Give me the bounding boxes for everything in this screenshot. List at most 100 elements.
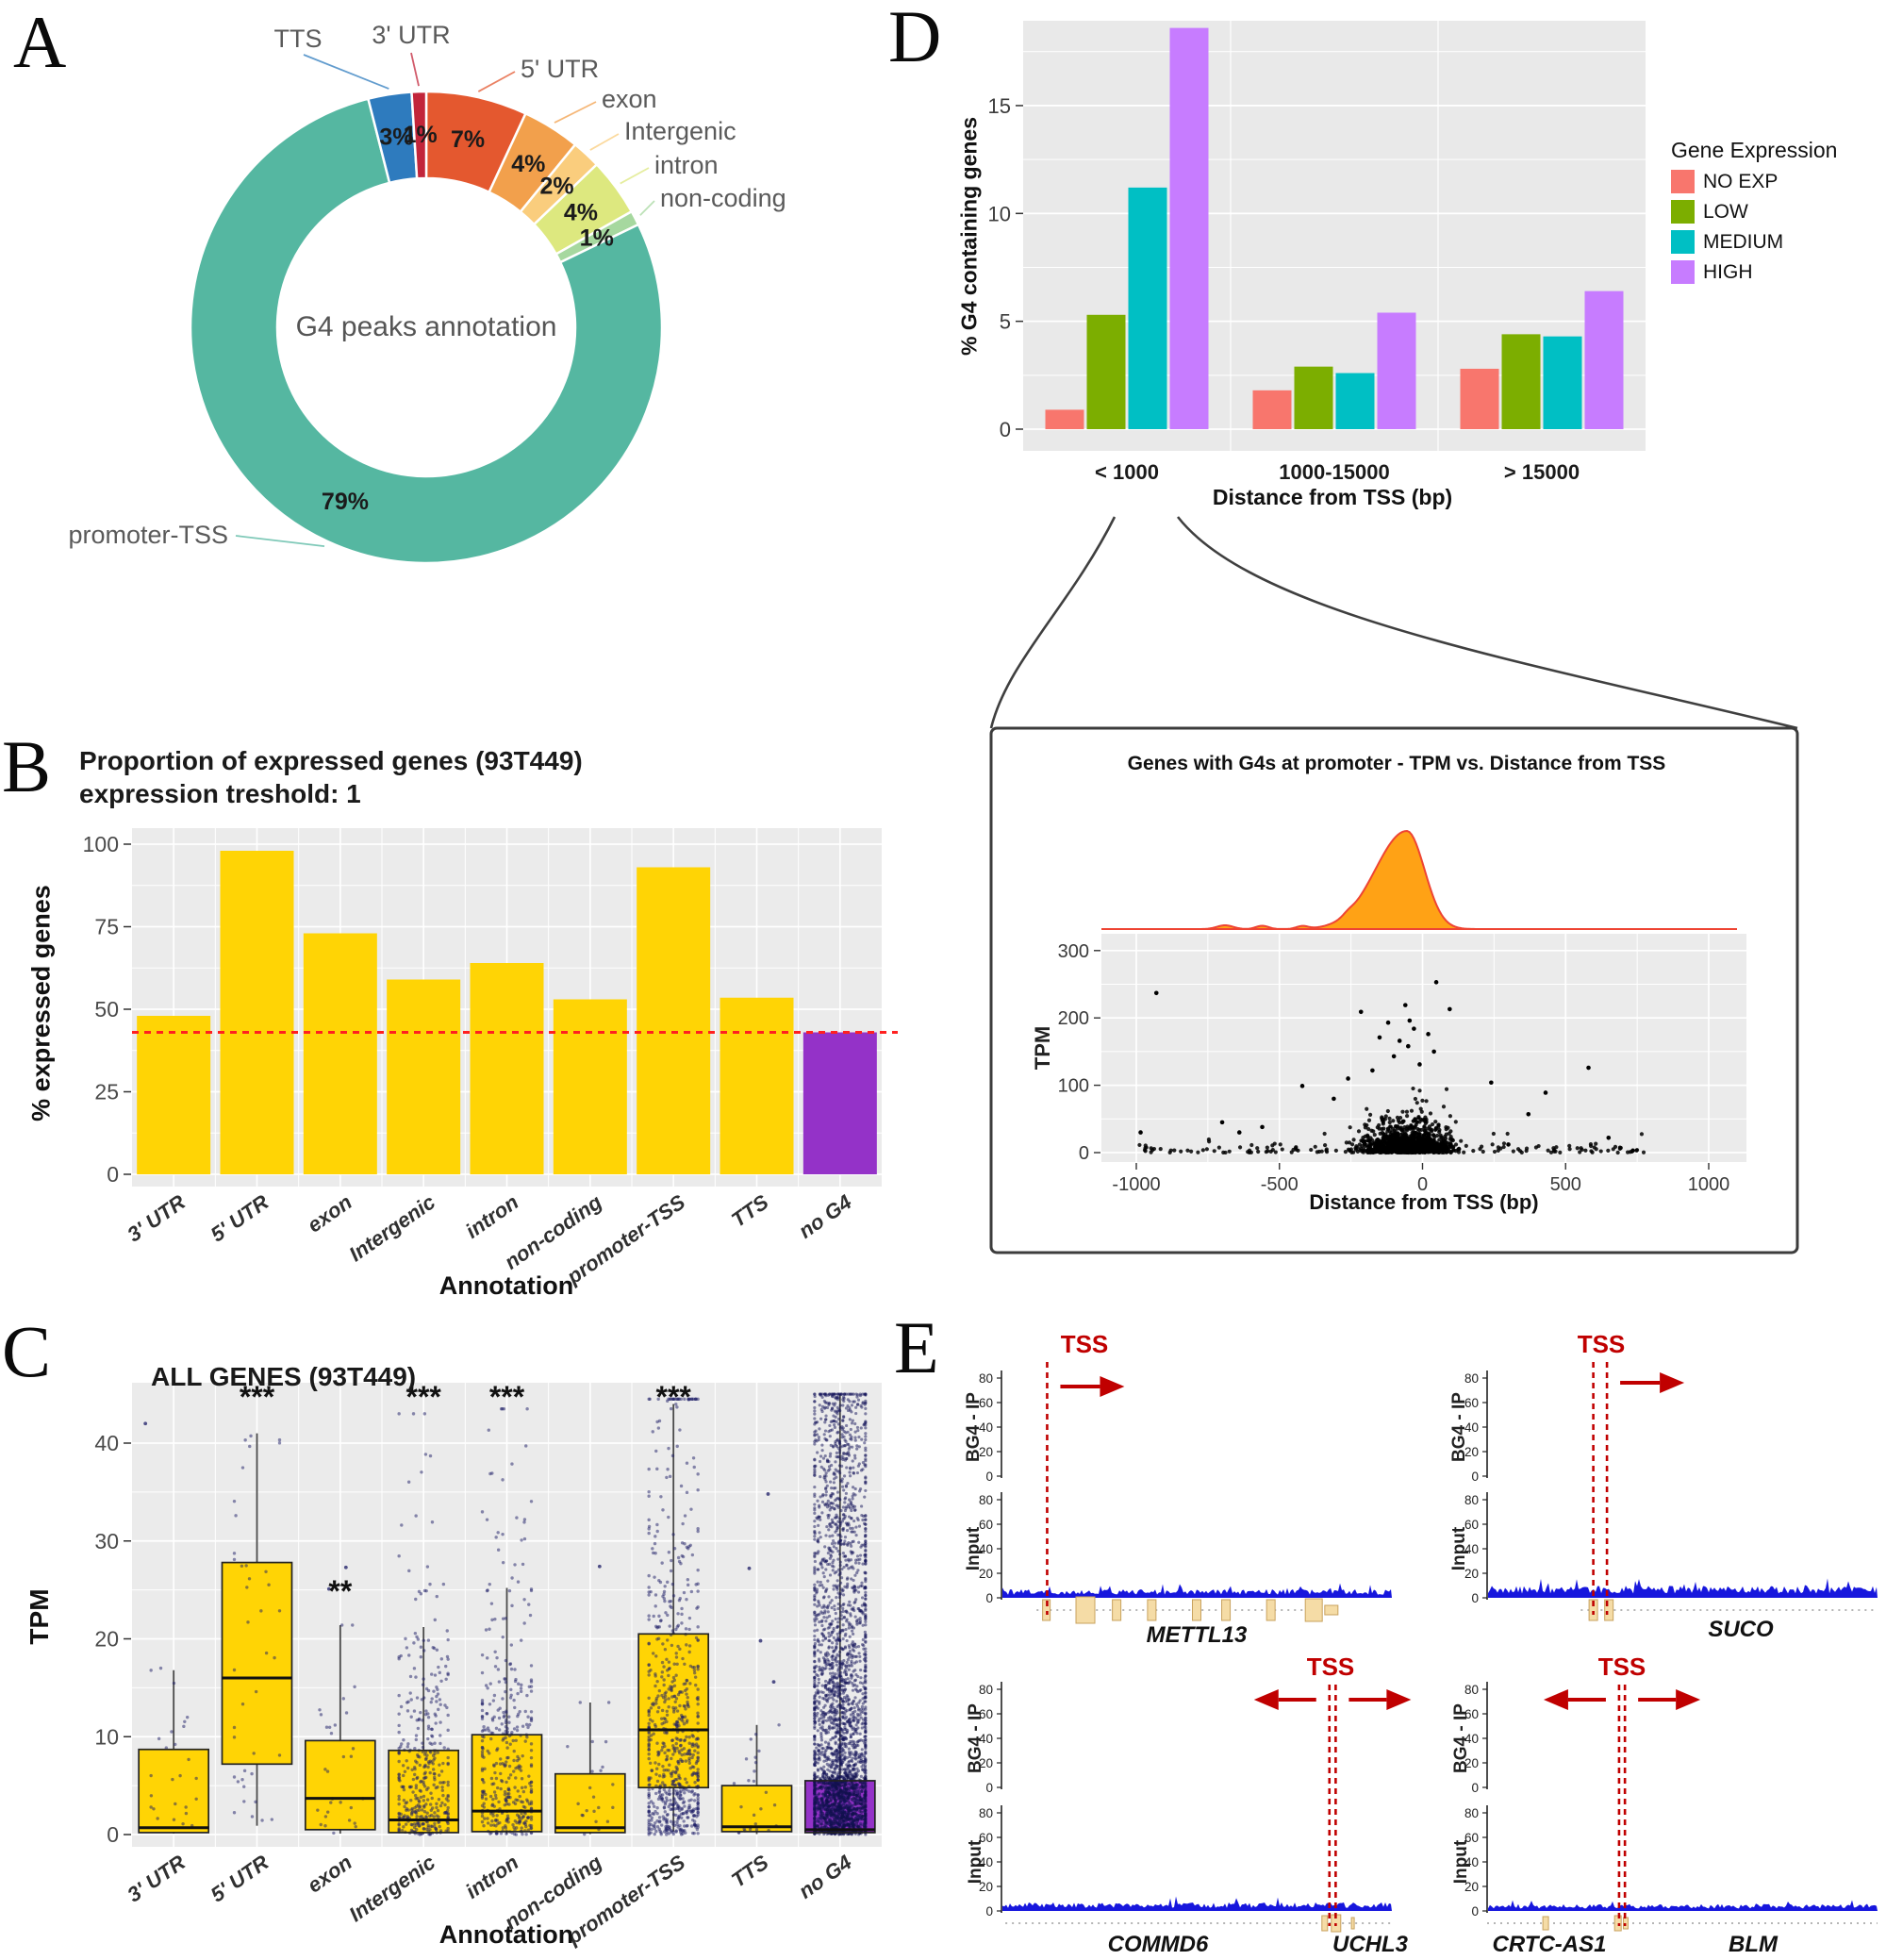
box-outline: [138, 1748, 210, 1834]
svg-text:75: 75: [94, 915, 119, 939]
svg-text:3' UTR: 3' UTR: [372, 21, 450, 49]
box-outline: [221, 1561, 293, 1766]
legend-swatch-high: [1671, 260, 1695, 284]
notable-point: [1606, 1135, 1612, 1140]
tss-marker: [1543, 1685, 1701, 1926]
bar-LOW-< 1000: [1086, 314, 1126, 429]
gene-exon: [1147, 1599, 1157, 1621]
scatter-ylabel: TPM: [1031, 1025, 1054, 1071]
donut-leader-line: [554, 101, 597, 124]
tss-label-suco: TSS: [1577, 1330, 1626, 1358]
box-group-TTS: [720, 1492, 793, 1835]
notable-point: [1426, 1032, 1431, 1037]
gene-label-mettl13: METTL13: [1146, 1622, 1248, 1648]
panel-d-background: [1023, 21, 1646, 451]
svg-text:***: ***: [405, 1380, 441, 1414]
box-fill: [305, 1740, 375, 1830]
outlier-point: [747, 1566, 752, 1570]
svg-text:100: 100: [83, 832, 119, 856]
gene-exon: [1042, 1599, 1051, 1621]
tss-marker: [1592, 1362, 1685, 1615]
outlier-point: [143, 1421, 148, 1426]
legend-label-high: HIGH: [1703, 260, 1753, 283]
box-group-intron: [471, 1406, 543, 1836]
track4-input-label: Input: [1451, 1839, 1471, 1885]
notable-point: [1236, 1130, 1242, 1135]
track1-bg4-ip-label: BG4 - IP: [964, 1392, 984, 1462]
legend-item-medium: MEDIUM: [1671, 230, 1837, 254]
panel-label-a: A: [13, 1, 67, 83]
jitter-points: [232, 1434, 282, 1822]
svg-text:5' UTR: 5' UTR: [521, 55, 599, 83]
notable-point: [1260, 1124, 1265, 1130]
legend-swatch-medium: [1671, 230, 1695, 254]
tss-arrow-head: [1100, 1376, 1125, 1397]
panel-label-b: B: [2, 725, 52, 807]
box-group-no G4: [803, 1392, 876, 1836]
svg-text:3' UTR: 3' UTR: [123, 1190, 190, 1247]
bar-LOW-1000-15000: [1294, 366, 1333, 429]
outlier-point: [326, 1586, 331, 1591]
panel-b-bars: [137, 851, 877, 1174]
gene-exon: [1192, 1599, 1201, 1621]
donut-leader-line: [477, 71, 516, 92]
svg-text:1%: 1%: [404, 122, 438, 148]
svg-text:non-coding: non-coding: [660, 184, 786, 212]
legend-item-no-exp: NO EXP: [1671, 170, 1837, 193]
gene-label-blm: BLM: [1729, 1932, 1778, 1957]
track4-bg4-ip-label: BG4 - IP: [1451, 1703, 1471, 1773]
gene-model: [1487, 1915, 1878, 1932]
notable-point: [1433, 980, 1439, 985]
svg-text:4%: 4%: [564, 200, 598, 226]
jitter-points: [480, 1406, 534, 1836]
gene-label-uchl3: UCHL3: [1332, 1932, 1408, 1957]
tss-arrow-head: [1676, 1689, 1701, 1710]
gene-expression-legend: Gene Expression NO EXP LOW MEDIUM HIGH: [1671, 138, 1837, 284]
notable-point: [1332, 1096, 1336, 1102]
tss-label-uchl3: TSS: [1306, 1653, 1355, 1681]
svg-text:Intergenic: Intergenic: [624, 117, 736, 145]
gene-model: [1036, 1596, 1339, 1624]
donut-leader-line: [620, 167, 650, 185]
bar-intron: [470, 963, 544, 1174]
donut-leader-line: [410, 52, 420, 87]
scatter-points: [1137, 980, 1646, 1155]
svg-text:intron: intron: [461, 1190, 522, 1243]
gene-label-commd6: COMMD6: [1107, 1932, 1209, 1957]
gene-exon: [1350, 1917, 1355, 1930]
outlier-point: [343, 1565, 348, 1570]
svg-text:exon: exon: [602, 85, 657, 113]
gene-exon: [1075, 1596, 1096, 1624]
box-outline: [637, 1633, 710, 1789]
notable-point: [1407, 1018, 1413, 1023]
gene-label-crtc-as1: CRTC-AS1: [1492, 1932, 1607, 1957]
jitter-points: [732, 1492, 781, 1835]
bar-Intergenic: [387, 979, 461, 1174]
bar-no G4: [802, 1032, 877, 1174]
bar-HIGH-1000-15000: [1377, 312, 1416, 429]
box-fill: [222, 1562, 292, 1765]
notable-point: [1586, 1065, 1591, 1071]
genome-tracks: 0204060800204060800204060800204060800204…: [979, 1362, 1878, 1933]
donut-leader-line: [589, 133, 620, 151]
tss-arrow-head: [1253, 1689, 1279, 1710]
box-fill: [554, 1773, 625, 1833]
svg-text:25: 25: [94, 1080, 119, 1105]
box-group-non-coding: [554, 1564, 626, 1836]
svg-text:***: ***: [655, 1380, 691, 1414]
gene-exon: [1542, 1916, 1549, 1931]
donut-center-title: G4 peaks annotation: [295, 311, 557, 342]
gene-model: [1580, 1599, 1878, 1621]
svg-text:4%: 4%: [511, 151, 545, 177]
